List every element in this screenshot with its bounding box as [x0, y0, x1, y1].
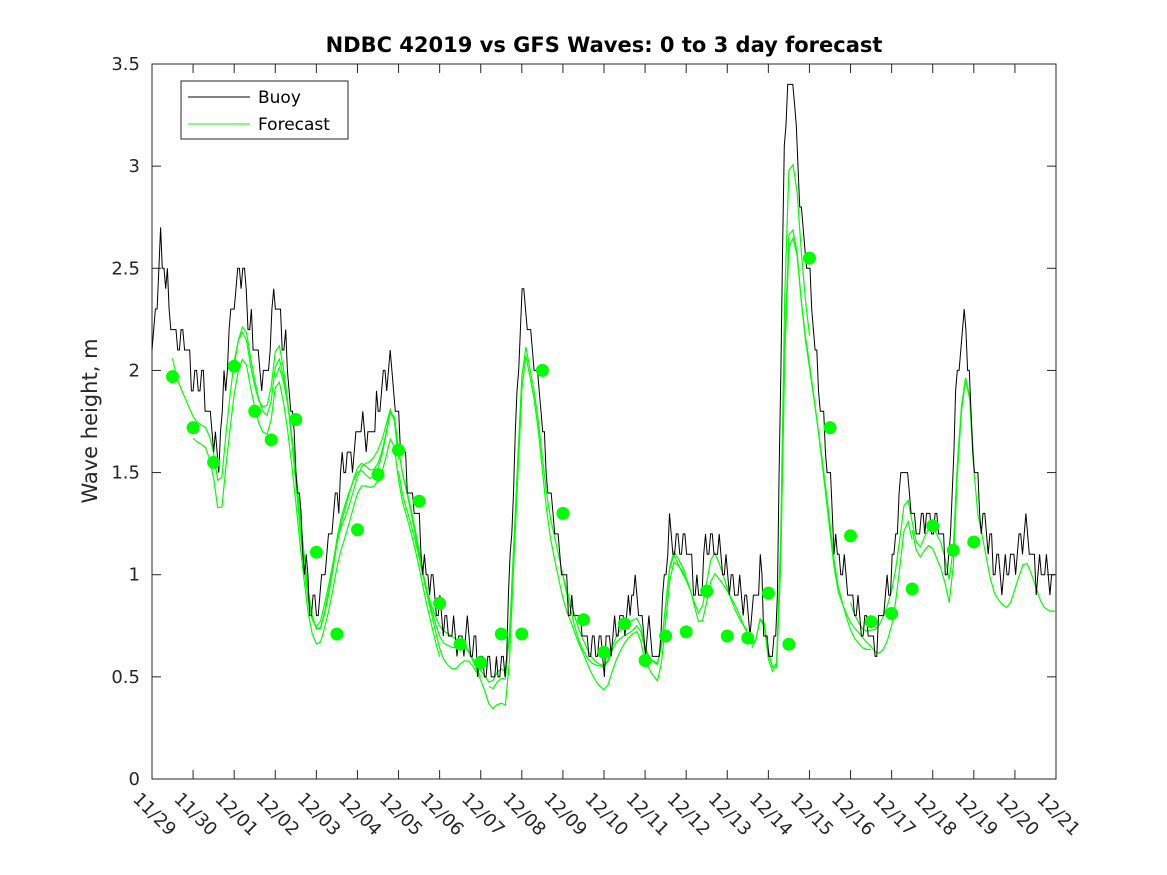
forecast-series-line: [171, 330, 400, 628]
forecast-marker: [433, 596, 447, 610]
y-tick-label: 0.5: [111, 667, 140, 688]
forecast-marker: [207, 455, 221, 469]
forecast-marker: [720, 629, 734, 643]
forecast-marker: [515, 627, 529, 641]
forecast-marker: [474, 656, 488, 670]
forecast-marker: [248, 404, 262, 418]
forecast-marker: [412, 494, 426, 508]
forecast-series-line: [767, 236, 913, 669]
y-axis: 0 0.5 1 1.5 2 2.5 3 3.5: [111, 54, 1056, 790]
forecast-series-line: [233, 325, 482, 677]
forecast-marker: [289, 413, 303, 426]
legend-box: [180, 80, 349, 140]
forecast-marker: [782, 637, 796, 651]
forecast-marker: [371, 468, 385, 482]
forecast-marker: [186, 421, 200, 435]
y-tick-label: 1: [129, 565, 140, 586]
forecast-series-line: [562, 551, 749, 668]
y-tick-label: 2.5: [111, 258, 140, 279]
forecast-marker: [864, 615, 878, 629]
y-tick-label: 1.5: [111, 463, 140, 484]
forecast-marker: [309, 545, 323, 559]
forecast-marker: [351, 523, 364, 537]
forecast-marker: [453, 637, 467, 651]
y-tick-label: 3.5: [111, 54, 140, 75]
forecast-marker: [700, 584, 714, 598]
forecast-marker: [926, 519, 940, 533]
forecast-marker: [905, 582, 919, 596]
forecast-marker: [535, 363, 549, 377]
series-layer: [151, 83, 1057, 710]
forecast-marker: [556, 506, 570, 520]
legend-buoy-label: Buoy: [258, 88, 301, 108]
forecast-marker: [577, 613, 590, 627]
legend: Buoy Forecast: [180, 80, 349, 140]
forecast-marker: [946, 543, 960, 557]
plot-area: [151, 63, 1057, 780]
forecast-series-line: [192, 358, 441, 657]
forecast-marker: [597, 645, 611, 659]
forecast-marker: [823, 421, 837, 435]
forecast-series-line: [911, 379, 1057, 613]
forecast-marker: [741, 631, 755, 645]
forecast-marker: [264, 433, 278, 447]
legend-forecast-label: Forecast: [258, 115, 330, 135]
forecast-series-line: [488, 346, 687, 690]
forecast-marker: [679, 625, 693, 639]
forecast-marker: [659, 629, 673, 643]
forecast-marker: [392, 443, 405, 457]
y-tick-label: 2: [129, 360, 140, 381]
forecast-marker: [330, 627, 344, 641]
forecast-marker: [967, 535, 981, 549]
forecast-marker: [885, 607, 899, 620]
y-tick-label: 0: [129, 769, 140, 790]
chart-title: NDBC 42019 vs GFS Waves: 0 to 3 day fore…: [326, 33, 883, 57]
buoy-series-line: [151, 83, 1055, 678]
forecast-marker: [166, 370, 179, 384]
forecast-marker: [803, 251, 816, 265]
forecast-marker: [227, 359, 241, 373]
forecast-marker: [494, 627, 508, 641]
forecast-marker: [761, 586, 775, 600]
forecast-marker: [618, 617, 631, 631]
y-axis-label: Wave height, m: [78, 338, 102, 503]
forecast-marker: [844, 529, 857, 543]
y-tick-label: 3: [129, 156, 140, 177]
forecast-marker: [638, 654, 652, 667]
